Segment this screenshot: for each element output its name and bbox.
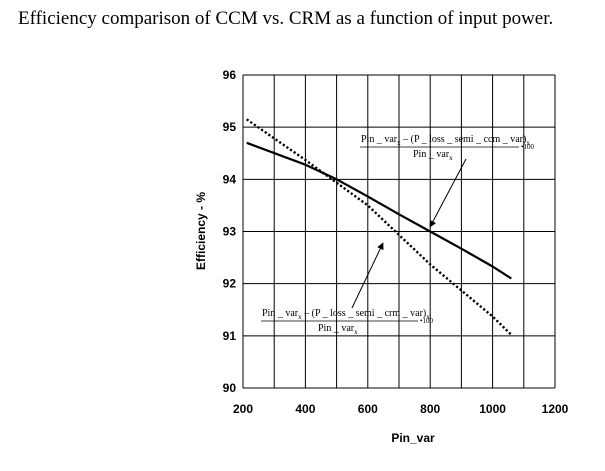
x-tick-label: 1200 [542,402,569,416]
annotation-ccm-formula: Pin _ varx – (P _ loss _ semi _ ccm _ va… [360,134,534,228]
annotation-ccm-denominator: Pin _ varx [413,149,453,162]
x-tick-label: 400 [295,402,315,416]
y-tick-label: 91 [223,329,237,343]
annotation-ccm-arrow [429,158,467,228]
y-tick-label: 90 [223,381,237,395]
annotation-crm-arrow [351,242,384,309]
y-tick-label: 96 [223,68,237,82]
series-group [246,118,513,336]
figure-caption: Efficiency comparison of CCM vs. CRM as … [18,8,554,29]
y-tick-labels: 90 91 92 93 94 95 96 [223,68,237,395]
annotation-crm-multiplier: •100 [420,317,433,325]
annotation-ccm-multiplier: •100 [521,143,534,151]
x-tick-labels: 200 400 600 800 1000 1200 [233,402,569,416]
x-axis-title: Pin_var [391,431,435,445]
annotation-ccm-numerator: Pin _ varx – (P _ loss _ semi _ ccm _ va… [361,134,530,147]
x-tick-label: 1000 [479,402,506,416]
y-tick-label: 93 [223,225,237,239]
grid [242,74,556,389]
x-tick-label: 600 [358,402,378,416]
series-line-crm [246,118,513,336]
y-tick-label: 95 [223,120,237,134]
annotation-crm-denominator: Pin _ varx [318,323,358,336]
x-tick-label: 200 [233,402,253,416]
annotation-crm-formula: Pin _ varx – (P _ loss _ semi _ crm _ va… [261,242,433,336]
annotation-crm-numerator: Pin _ varx – (P _ loss _ semi _ crm _ va… [262,308,430,321]
y-axis-title: Efficiency - % [194,192,208,270]
x-tick-label: 800 [420,402,440,416]
y-tick-label: 94 [223,172,237,186]
series-line-ccm [246,141,512,280]
y-tick-label: 92 [223,277,237,291]
